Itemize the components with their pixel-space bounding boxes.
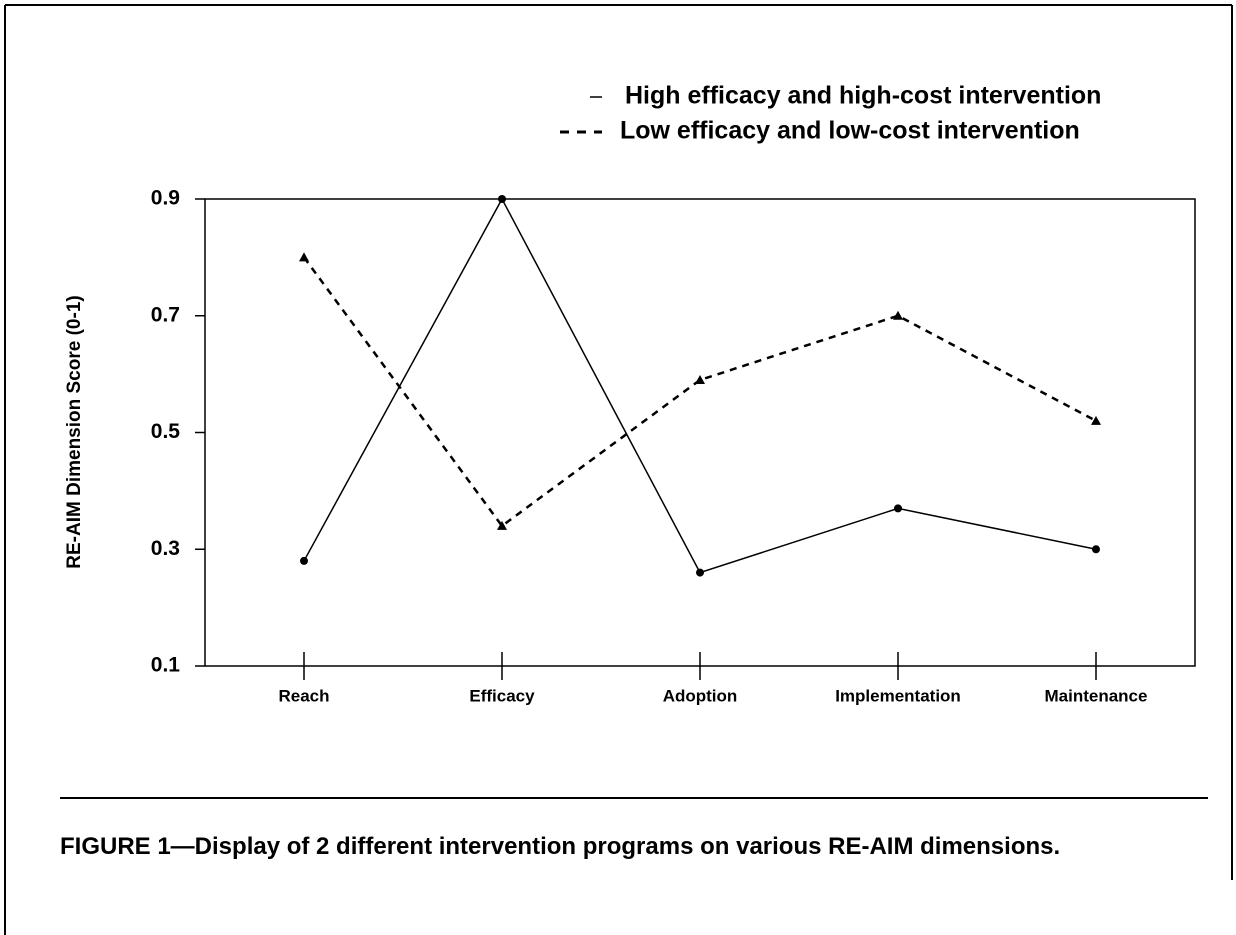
series-line: [303, 197, 1097, 574]
marker: [497, 520, 507, 530]
x-tick-label: Implementation: [835, 686, 961, 705]
series-line: [302, 256, 1097, 528]
y-tick-label: 0.9: [151, 187, 180, 210]
y-tick-label: 0.3: [151, 537, 180, 560]
marker: [1091, 415, 1101, 425]
marker: [696, 568, 704, 577]
x-tick-label: Adoption: [663, 686, 738, 705]
marker: [1092, 545, 1100, 554]
y-tick-label: 0.5: [151, 420, 181, 443]
marker: [299, 252, 309, 262]
marker: [695, 374, 705, 384]
marker: [894, 504, 902, 513]
x-tick-label: Maintenance: [1045, 686, 1148, 705]
x-tick-label: Reach: [278, 686, 329, 705]
y-axis-label: RE-AIM Dimension Score (0-1): [64, 295, 85, 568]
y-tick-label: 0.1: [151, 654, 181, 677]
marker: [893, 310, 903, 320]
plot-frame: [204, 198, 1196, 667]
caption: FIGURE 1—Display of 2 different interven…: [60, 833, 1061, 860]
legend-label: Low efficacy and low-cost intervention: [620, 117, 1080, 145]
x-tick-label: Efficacy: [469, 686, 535, 705]
y-tick-label: 0.7: [151, 303, 180, 326]
marker: [498, 195, 506, 203]
legend-label: High efficacy and high-cost intervention: [625, 82, 1101, 110]
marker: [300, 556, 308, 565]
